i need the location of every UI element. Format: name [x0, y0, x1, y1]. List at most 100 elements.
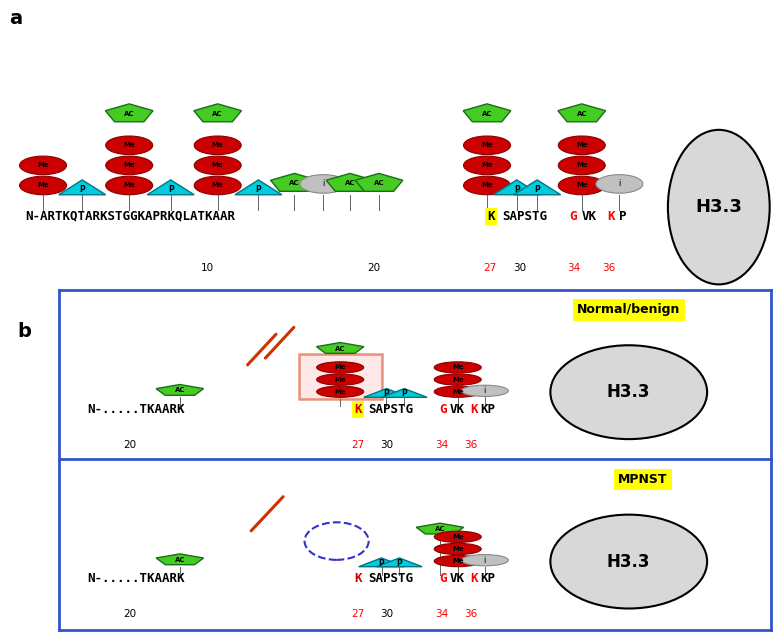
Text: 20: 20	[124, 609, 136, 620]
Text: 36: 36	[464, 440, 477, 450]
Text: AC: AC	[289, 180, 300, 186]
Polygon shape	[377, 558, 422, 567]
Text: Me: Me	[452, 558, 464, 564]
Text: AC: AC	[335, 346, 345, 352]
Text: Me: Me	[452, 534, 464, 540]
Text: P: P	[79, 185, 85, 194]
Circle shape	[435, 531, 482, 542]
Text: AC: AC	[124, 111, 135, 117]
Text: G: G	[439, 402, 447, 416]
Polygon shape	[514, 180, 561, 194]
Text: P: P	[514, 185, 520, 194]
Circle shape	[558, 176, 605, 194]
Circle shape	[435, 374, 482, 385]
Text: P: P	[534, 185, 540, 194]
Text: AC: AC	[212, 111, 223, 117]
Text: N-.....TKAARK: N-.....TKAARK	[87, 572, 185, 585]
Circle shape	[558, 136, 605, 155]
Circle shape	[464, 176, 511, 194]
Text: 27: 27	[484, 263, 496, 273]
Bar	[299, 354, 381, 399]
Text: AC: AC	[576, 111, 587, 117]
Polygon shape	[355, 173, 402, 191]
Text: KP: KP	[481, 572, 496, 585]
Ellipse shape	[550, 345, 707, 439]
Text: 36: 36	[603, 263, 615, 273]
Text: Me: Me	[452, 377, 464, 383]
Polygon shape	[194, 104, 241, 122]
Text: AC: AC	[482, 111, 493, 117]
Text: Me: Me	[482, 182, 493, 189]
Text: K: K	[355, 402, 362, 416]
Text: P: P	[384, 390, 389, 399]
Text: 34: 34	[435, 440, 449, 450]
Text: Me: Me	[576, 142, 587, 148]
Text: P: P	[396, 559, 402, 568]
Text: 10: 10	[201, 263, 214, 273]
Text: Me: Me	[212, 162, 223, 168]
Text: VK: VK	[582, 210, 597, 223]
Text: Me: Me	[124, 162, 135, 168]
Text: Me: Me	[334, 389, 346, 395]
Polygon shape	[417, 523, 464, 534]
Circle shape	[194, 176, 241, 194]
Text: 36: 36	[464, 609, 477, 620]
Text: P: P	[255, 185, 262, 194]
Circle shape	[558, 156, 605, 175]
Circle shape	[435, 362, 482, 373]
Circle shape	[464, 136, 511, 155]
Ellipse shape	[305, 522, 369, 560]
Circle shape	[300, 175, 347, 193]
Text: a: a	[9, 9, 23, 28]
Text: H3.3: H3.3	[607, 383, 651, 401]
Polygon shape	[59, 180, 106, 194]
Text: 27: 27	[352, 609, 365, 620]
Text: K: K	[355, 572, 362, 585]
Text: 34: 34	[435, 609, 449, 620]
Text: P: P	[402, 390, 407, 399]
Text: 20: 20	[368, 263, 381, 273]
Text: K: K	[471, 572, 478, 585]
Circle shape	[194, 156, 241, 175]
Text: Me: Me	[576, 182, 587, 189]
Text: 30: 30	[380, 609, 393, 620]
Text: Me: Me	[124, 142, 135, 148]
Text: Me: Me	[576, 162, 587, 168]
Circle shape	[435, 386, 482, 397]
Circle shape	[435, 555, 482, 567]
Polygon shape	[235, 180, 282, 194]
Circle shape	[106, 136, 153, 155]
Text: Me: Me	[212, 182, 223, 189]
Text: Me: Me	[452, 365, 464, 370]
Text: Me: Me	[452, 546, 464, 552]
Text: G: G	[569, 210, 577, 223]
Text: i: i	[484, 556, 486, 565]
Circle shape	[106, 156, 153, 175]
Text: Me: Me	[212, 142, 223, 148]
Text: Me: Me	[38, 162, 49, 168]
Text: H3.3: H3.3	[695, 198, 742, 216]
Circle shape	[20, 156, 67, 175]
Circle shape	[20, 176, 67, 194]
Text: P: P	[619, 210, 627, 223]
Text: P: P	[168, 185, 174, 194]
Text: MPNST: MPNST	[619, 473, 668, 486]
Text: SAPSTG: SAPSTG	[368, 402, 413, 416]
Text: Me: Me	[124, 182, 135, 189]
Text: 30: 30	[514, 263, 526, 273]
Text: b: b	[17, 322, 31, 341]
Text: KP: KP	[481, 402, 496, 416]
Text: N-ARTKQTARKSTGGKAPRKQLATKAAR: N-ARTKQTARKSTGGKAPRKQLATKAAR	[25, 210, 235, 223]
Text: H3.3: H3.3	[607, 553, 651, 571]
Circle shape	[316, 362, 363, 373]
Polygon shape	[558, 104, 605, 122]
Text: 27: 27	[352, 440, 365, 450]
Text: 34: 34	[568, 263, 580, 273]
Text: AC: AC	[175, 388, 185, 393]
Circle shape	[461, 385, 508, 397]
Text: K: K	[471, 402, 478, 416]
Text: SAPSTG: SAPSTG	[368, 572, 413, 585]
Ellipse shape	[550, 515, 707, 609]
Polygon shape	[363, 388, 410, 397]
Text: VK: VK	[449, 402, 464, 416]
